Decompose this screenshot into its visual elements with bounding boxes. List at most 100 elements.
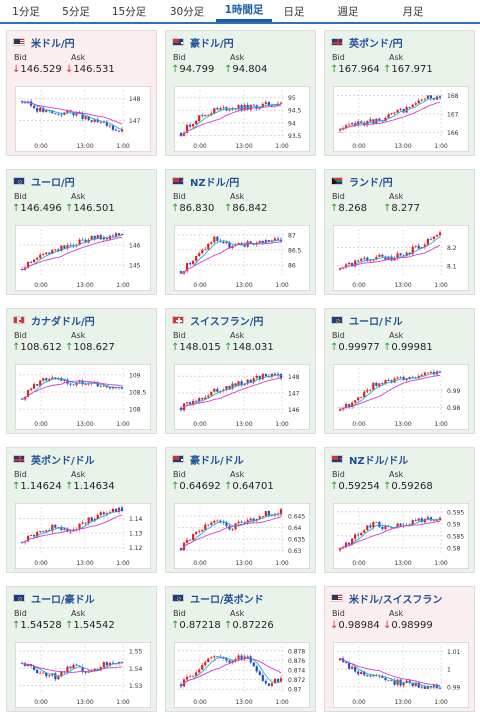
card-header[interactable]: ユーロ/英ポンド [172, 591, 264, 606]
chart-container[interactable]: 0.645 0.64 0.635 0.63 0:00 13:00 1:00 [174, 503, 310, 569]
card-header[interactable]: NZドル/円 [172, 174, 240, 189]
candle [264, 680, 267, 684]
candle [188, 539, 192, 541]
candle [188, 124, 192, 127]
currency-pair-link[interactable]: ユーロ/ドル [349, 316, 403, 328]
chart-container[interactable]: 1.14 1.13 1.12 0:00 13:00 1:00 [15, 503, 151, 569]
currency-card[interactable]: カナダドル/円 Bid Ask ↑108.612 ↑108.627 109 108.5 108… [6, 308, 157, 434]
card-header[interactable]: 豪ドル/円 [172, 35, 234, 50]
candle [347, 124, 351, 126]
chart-container[interactable]: 1.01 1 0.99 0:00 13:00 1:00 [333, 642, 469, 708]
currency-pair-link[interactable]: カナダドル/円 [31, 316, 95, 328]
tab-7[interactable]: 月足 [402, 5, 424, 18]
candle [429, 686, 433, 688]
candle [363, 257, 366, 259]
moving-average-slow [180, 105, 282, 137]
currency-card[interactable]: ユーロ/豪ドル Bid Ask ↑1.54528 ↑1.54542 1.55 1.54 1.5… [6, 586, 157, 712]
currency-card[interactable]: 豪ドル/ドル Bid Ask ↑0.64692 ↑0.64701 0.645 0.64 0.6… [165, 447, 316, 573]
card-header[interactable]: ランド/円 [331, 174, 393, 189]
card-header[interactable]: 英ポンド/円 [331, 35, 403, 50]
candle [87, 116, 90, 121]
candle [414, 245, 417, 247]
tab-5[interactable]: 日足 [283, 5, 305, 18]
moving-average-fast [339, 97, 441, 130]
candle [51, 377, 54, 380]
candle [201, 115, 204, 117]
currency-pair-link[interactable]: ランド/円 [349, 177, 393, 189]
card-header[interactable]: 米ドル/スイスフラン [331, 591, 443, 606]
tab-6[interactable]: 週足 [337, 5, 359, 18]
candle [84, 522, 87, 524]
currency-pair-link[interactable]: 豪ドル/ドル [190, 455, 244, 467]
chart-background [174, 364, 310, 430]
candle [264, 373, 267, 376]
chart-container[interactable]: 8.2 8.1 0:00 13:00 1:00 [333, 225, 469, 291]
chart-container[interactable]: 109 108.5 108 0:00 13:00 1:00 [15, 364, 151, 430]
currency-pair-link[interactable]: ユーロ/円 [31, 177, 75, 189]
card-header[interactable]: ユーロ/豪ドル [13, 591, 95, 606]
card-header[interactable]: ユーロ/ドル [331, 313, 403, 328]
tab-1[interactable]: 5分足 [62, 5, 90, 18]
tab-0[interactable]: 1分足 [12, 5, 40, 18]
chart-container[interactable]: 0.878 0.876 0.874 0.872 0.87 0:00 13:00 1:00 [174, 642, 310, 708]
currency-card[interactable]: 米ドル/円 Bid Ask ↓146.529 ↓146.531 148 147 0:00 13:… [6, 30, 157, 156]
currency-card[interactable]: ユーロ/英ポンド Bid Ask ↑0.87218 ↑0.87226 0.878 0.876… [165, 586, 316, 712]
chart-container[interactable]: 1.55 1.54 1.53 0:00 13:00 1:00 [15, 642, 151, 708]
currency-pair-link[interactable]: 米ドル/スイスフラン [349, 594, 443, 606]
currency-pair-link[interactable]: 英ポンド/円 [349, 38, 403, 50]
ask-label: Ask [71, 53, 86, 62]
candle [369, 675, 372, 677]
currency-card[interactable]: 豪ドル/円 Bid Ask ↑94.799 ↑94.804 95 94.5 94 93.5 0:0… [165, 30, 316, 156]
card-header[interactable]: 豪ドル/ドル [172, 452, 244, 467]
currency-pair-link[interactable]: NZドル/円 [190, 177, 240, 189]
chart-container[interactable]: 168 167 166 0:00 13:00 1:00 [333, 86, 469, 152]
currency-pair-link[interactable]: NZドル/ドル [349, 455, 409, 467]
currency-pair-link[interactable]: スイスフラン/円 [190, 316, 264, 328]
y-tick-label: 93.5 [288, 133, 302, 140]
tab-3[interactable]: 30分足 [169, 5, 205, 18]
candle [36, 108, 39, 112]
chart-container[interactable]: 0.99 0.98 0:00 13:00 1:00 [333, 364, 469, 430]
candle [222, 522, 225, 523]
currency-card[interactable]: 米ドル/スイスフラン Bid Ask ↓0.98984 ↓0.98999 1.01 1 0.9… [324, 586, 475, 712]
card-header[interactable]: スイスフラン/円 [172, 313, 264, 328]
moving-average-fast [339, 372, 441, 410]
chart-container[interactable]: 0.595 0.59 0.585 0.58 0:00 13:00 1:00 [333, 503, 469, 569]
currency-card[interactable]: ユーロ/円 Bid Ask ↑146.496 ↑146.501 146 145 0:00 13:… [6, 169, 157, 295]
currency-card[interactable]: 英ポンド/ドル Bid Ask ↑1.14624 ↑1.14634 1.14 1.13 1.1… [6, 447, 157, 573]
candle [45, 672, 48, 677]
currency-pair-link[interactable]: 米ドル/円 [31, 38, 75, 50]
currency-pair-link[interactable]: ユーロ/英ポンド [190, 594, 264, 606]
currency-card[interactable]: NZドル/ドル Bid Ask ↑0.59254 ↑0.59268 0.595 0.59 0.… [324, 447, 475, 573]
x-tick-label: 1:00 [434, 560, 448, 567]
card-header[interactable]: ユーロ/円 [13, 174, 75, 189]
currency-card[interactable]: 英ポンド/円 Bid Ask ↑167.964 ↑167.971 168 167 166 0:0… [324, 30, 475, 156]
chart-container[interactable]: 148 147 146 0:00 13:00 1:00 [174, 364, 310, 430]
tab-4[interactable]: 1時間足 [216, 0, 272, 22]
candle [117, 507, 121, 512]
y-tick-label: 1.01 [447, 649, 461, 656]
candle [120, 233, 124, 236]
chart-container[interactable]: 148 147 0:00 13:00 1:00 [15, 86, 151, 152]
price-chart: 95 94.5 94 93.5 0:00 13:00 1:00 [174, 86, 310, 152]
currency-pair-link[interactable]: 英ポンド/ドル [31, 455, 95, 467]
card-header[interactable]: 英ポンド/ドル [13, 452, 95, 467]
currency-card[interactable]: ユーロ/ドル Bid Ask ↑0.99977 ↑0.99981 0.99 0.98 0:00… [324, 308, 475, 434]
currency-card[interactable]: NZドル/円 Bid Ask ↑86.830 ↑86.842 87 86.5 86 0:00 13… [165, 169, 316, 295]
currency-pair-link[interactable]: ユーロ/豪ドル [31, 594, 95, 606]
currency-card[interactable]: ランド/円 Bid Ask ↑8.268 ↑8.277 8.2 8.1 0:00 13:00 1:… [324, 169, 475, 295]
chart-container[interactable]: 95 94.5 94 93.5 0:00 13:00 1:00 [174, 86, 310, 152]
card-header[interactable]: カナダドル/円 [13, 313, 95, 328]
x-tick-label: 0:00 [352, 699, 366, 706]
card-header[interactable]: 米ドル/円 [13, 35, 75, 50]
candle [360, 258, 363, 261]
card-header[interactable]: NZドル/ドル [331, 452, 409, 467]
candle [417, 518, 420, 521]
candle [102, 121, 105, 123]
y-tick-label: 86.5 [288, 248, 302, 255]
currency-card[interactable]: スイスフラン/円 Bid Ask ↑148.015 ↑148.031 148 147 146 0… [165, 308, 316, 434]
tab-2[interactable]: 15分足 [111, 5, 147, 18]
chart-container[interactable]: 146 145 0:00 13:00 1:00 [15, 225, 151, 291]
currency-pair-link[interactable]: 豪ドル/円 [190, 38, 234, 50]
chart-container[interactable]: 87 86.5 86 0:00 13:00 1:00 [174, 225, 310, 291]
